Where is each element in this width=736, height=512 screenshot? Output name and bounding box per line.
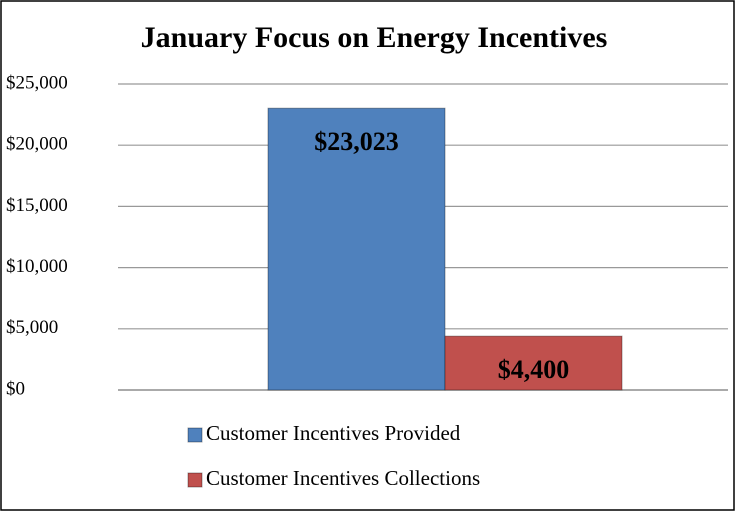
- bar: [267, 107, 446, 391]
- legend-label: Customer Incentives Provided: [206, 421, 461, 445]
- legend-label: Customer Incentives Collections: [206, 466, 480, 490]
- y-tick-label: $10,000: [6, 256, 68, 277]
- bar: [444, 335, 623, 391]
- legend-swatch: [187, 472, 203, 488]
- y-tick-label: $25,000: [6, 72, 68, 93]
- y-tick-label: $15,000: [6, 195, 68, 216]
- y-tick-label: $20,000: [6, 134, 68, 155]
- value-label: $23,023: [314, 127, 399, 156]
- chart-title: January Focus on Energy Incentives: [141, 21, 608, 54]
- y-tick-label: $0: [6, 378, 25, 399]
- legend-swatch: [187, 427, 203, 443]
- value-label: $4,400: [498, 355, 570, 384]
- y-tick-label: $5,000: [6, 317, 58, 338]
